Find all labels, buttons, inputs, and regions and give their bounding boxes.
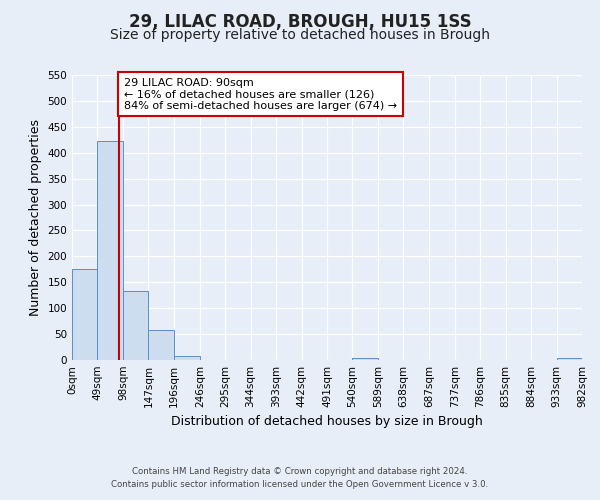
Text: 29, LILAC ROAD, BROUGH, HU15 1SS: 29, LILAC ROAD, BROUGH, HU15 1SS <box>128 12 472 30</box>
Bar <box>174 356 200 360</box>
Bar <box>123 291 148 360</box>
Bar <box>97 142 123 360</box>
Text: Size of property relative to detached houses in Brough: Size of property relative to detached ho… <box>110 28 490 42</box>
Bar <box>72 270 97 360</box>
Bar <box>148 330 174 360</box>
Text: Contains HM Land Registry data © Crown copyright and database right 2024.: Contains HM Land Registry data © Crown c… <box>132 467 468 476</box>
Text: 29 LILAC ROAD: 90sqm
← 16% of detached houses are smaller (126)
84% of semi-deta: 29 LILAC ROAD: 90sqm ← 16% of detached h… <box>124 78 397 111</box>
X-axis label: Distribution of detached houses by size in Brough: Distribution of detached houses by size … <box>171 416 483 428</box>
Text: Contains public sector information licensed under the Open Government Licence v : Contains public sector information licen… <box>112 480 488 489</box>
Bar <box>557 358 582 360</box>
Bar <box>352 358 378 360</box>
Y-axis label: Number of detached properties: Number of detached properties <box>29 119 42 316</box>
